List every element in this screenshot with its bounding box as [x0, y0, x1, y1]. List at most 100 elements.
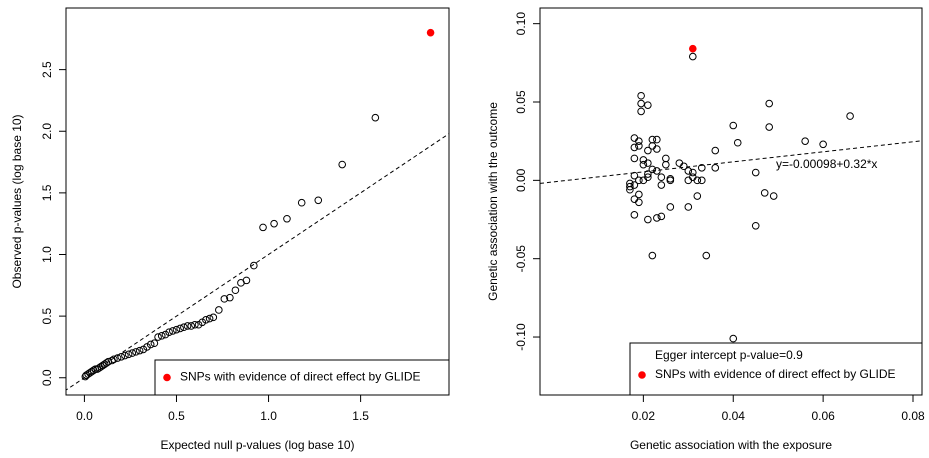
y-tick-label: 0.0 [40, 369, 54, 386]
y-tick-label: 0.5 [40, 307, 54, 324]
point [644, 215, 652, 224]
legend-note: Egger intercept p-value=0.9 [655, 348, 803, 362]
point [183, 322, 192, 330]
x-tick-label: 0.5 [168, 409, 185, 423]
point [689, 52, 697, 61]
point [630, 143, 639, 152]
point [426, 28, 435, 37]
point [648, 251, 657, 260]
point [702, 251, 711, 260]
point [635, 198, 643, 207]
point [132, 348, 140, 356]
point [226, 293, 234, 302]
point [648, 165, 657, 174]
point [220, 295, 229, 303]
x-tick-label: 0.02 [632, 409, 656, 423]
point [644, 101, 652, 109]
point [765, 99, 774, 108]
point [693, 176, 702, 185]
point [653, 135, 661, 144]
point [639, 160, 648, 169]
point [662, 160, 670, 169]
point [684, 176, 693, 185]
point [180, 323, 188, 332]
y-tick-label: 2.5 [40, 61, 54, 78]
point [205, 314, 214, 323]
point [666, 174, 675, 183]
point [237, 279, 245, 287]
legend-marker [163, 373, 171, 382]
point [729, 121, 738, 130]
point [630, 211, 639, 219]
legend-box [154, 359, 450, 396]
point [819, 140, 827, 149]
point [630, 181, 639, 189]
point [637, 107, 645, 116]
y-tick-label: 2.0 [40, 123, 54, 140]
point [150, 339, 159, 348]
y-tick-label: -0.05 [514, 245, 528, 273]
point [662, 154, 670, 163]
point [697, 176, 706, 185]
point [653, 145, 661, 153]
point [801, 137, 809, 145]
point [733, 138, 742, 147]
x-axis-title: Genetic association with the exposure [630, 438, 832, 452]
legend-label: SNPs with evidence of direct effect by G… [180, 370, 421, 384]
point [176, 324, 184, 333]
plot-frame [539, 7, 923, 396]
point [135, 346, 144, 355]
point [644, 159, 652, 167]
point [635, 142, 643, 150]
y-tick-label: 0.00 [514, 168, 528, 192]
point [751, 168, 760, 177]
plot-1: 0.02 0.04 0.06 0.08 -0.10 -0.05 0.00 0.05 0.10 Ge… [486, 7, 925, 452]
y-axis-title: Observed p-values (log base 10) [10, 114, 24, 288]
point [635, 176, 643, 185]
point [769, 192, 778, 200]
point [626, 182, 634, 191]
point [675, 159, 684, 167]
point [168, 327, 177, 335]
point [154, 333, 162, 341]
point [121, 351, 129, 360]
point [657, 173, 666, 182]
point [630, 171, 639, 180]
point [684, 203, 693, 211]
point [191, 320, 199, 329]
point [283, 214, 291, 223]
point [689, 44, 697, 53]
point [128, 349, 137, 357]
x-tick-label: 0.06 [811, 409, 835, 423]
point [250, 261, 258, 270]
point [117, 352, 126, 361]
point [194, 320, 203, 329]
point [270, 219, 278, 228]
point [657, 212, 666, 221]
y-tick-label: 1.5 [40, 184, 54, 201]
point [684, 167, 693, 175]
plot-area [540, 44, 922, 343]
point [161, 330, 170, 339]
point [157, 332, 166, 340]
y-tick-label: 0.10 [514, 12, 528, 36]
x-tick-label: 1.5 [352, 409, 369, 423]
legend-box [629, 342, 923, 396]
point [231, 286, 240, 295]
plot-area [66, 28, 449, 391]
point [172, 325, 181, 334]
point [124, 350, 133, 359]
point [697, 164, 706, 172]
point [259, 223, 267, 232]
point [630, 195, 639, 203]
point [644, 170, 652, 178]
point [729, 334, 738, 343]
point [689, 168, 697, 177]
x-tick-label: 0.04 [722, 409, 746, 423]
point [666, 176, 675, 185]
fit-line [540, 140, 922, 184]
point [751, 221, 760, 230]
legend-label: SNPs with evidence of direct effect by G… [655, 367, 896, 381]
